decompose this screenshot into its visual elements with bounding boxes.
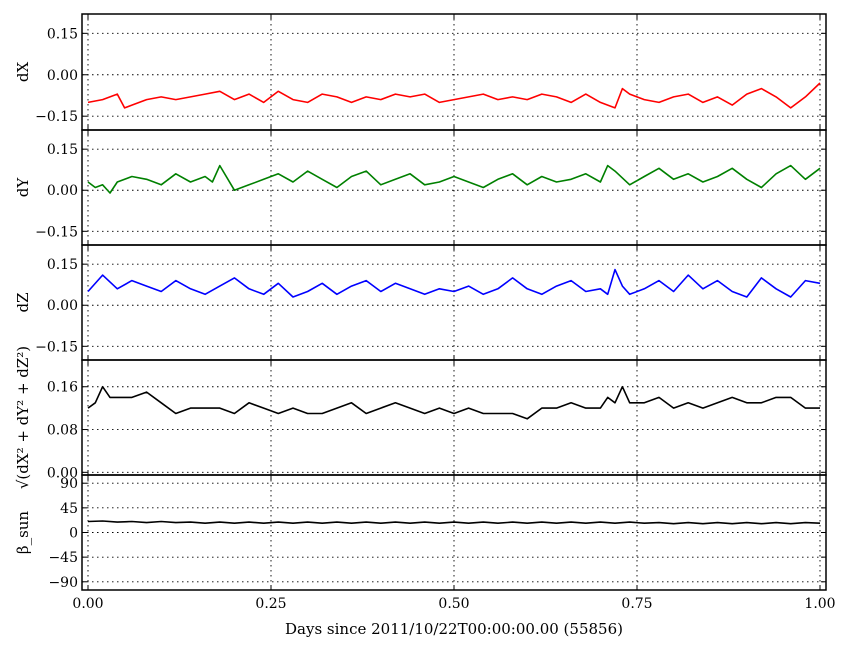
subplot-4: 0.16 0.08 0.00 √(dX² + dY² + dZ²) [14, 346, 827, 489]
x-axis-ticks: 0.00 0.25 0.50 0.75 1.00 [72, 596, 835, 612]
y-axis-label: β_sun [14, 511, 32, 555]
y-tick-label: 0.00 [47, 298, 78, 314]
y-tick-label: 90 [60, 476, 78, 492]
subplot-frame [81, 474, 827, 591]
x-axis-label: Days since 2011/10/22T00:00:00.00 (55856… [285, 620, 623, 638]
y-tick-label: 0 [69, 526, 78, 542]
subplot-2: 0.15 0.00 −0.15 dY [14, 129, 827, 246]
series-line [87, 82, 821, 109]
y-tick-label: −0.15 [35, 339, 78, 355]
y-tick-label: 0.08 [47, 423, 78, 439]
x-tick-label: 0.75 [621, 596, 652, 612]
y-tick-label: 45 [60, 501, 78, 517]
y-tick-label: 0.15 [47, 142, 78, 158]
y-tick-label: −0.15 [35, 109, 78, 125]
x-tick-label: 0.00 [72, 596, 103, 612]
y-axis-label: √(dX² + dY² + dZ²) [14, 346, 32, 489]
y-tick-label: −0.15 [35, 224, 78, 240]
subplot-frame [81, 129, 827, 246]
subplot-3: 0.15 0.00 −0.15 dZ [14, 244, 827, 361]
subplot-5: 90 45 0 −45 −90 β_sun [14, 474, 827, 591]
subplot-frame [81, 244, 827, 361]
y-tick-label: 0.15 [47, 257, 78, 273]
y-tick-label: 0.16 [47, 380, 78, 396]
y-tick-label: 0.00 [47, 68, 78, 84]
y-tick-label: 0.00 [47, 183, 78, 199]
subplot-frame [81, 359, 827, 476]
subplot-frame [81, 13, 827, 131]
y-tick-label: 0.00 [47, 465, 78, 481]
series-line [87, 268, 821, 298]
y-axis-label: dX [14, 62, 32, 83]
y-axis-label: dY [14, 177, 32, 198]
x-tick-label: 0.50 [438, 596, 469, 612]
y-tick-label: 0.15 [47, 26, 78, 42]
y-tick-label: −90 [48, 575, 78, 591]
series-line [87, 164, 821, 194]
series-line [87, 385, 820, 420]
x-tick-label: 1.00 [804, 596, 835, 612]
y-tick-label: −45 [48, 550, 78, 566]
x-tick-label: 0.25 [255, 596, 286, 612]
y-axis-label: dZ [14, 292, 32, 312]
subplots: 0.15 0.00 −0.15 dX 0.15 0.00 −0.15 dY 0.15 0.00 −0… [14, 13, 827, 591]
subplot-1: 0.15 0.00 −0.15 dX [14, 13, 827, 131]
series-line [87, 520, 821, 525]
